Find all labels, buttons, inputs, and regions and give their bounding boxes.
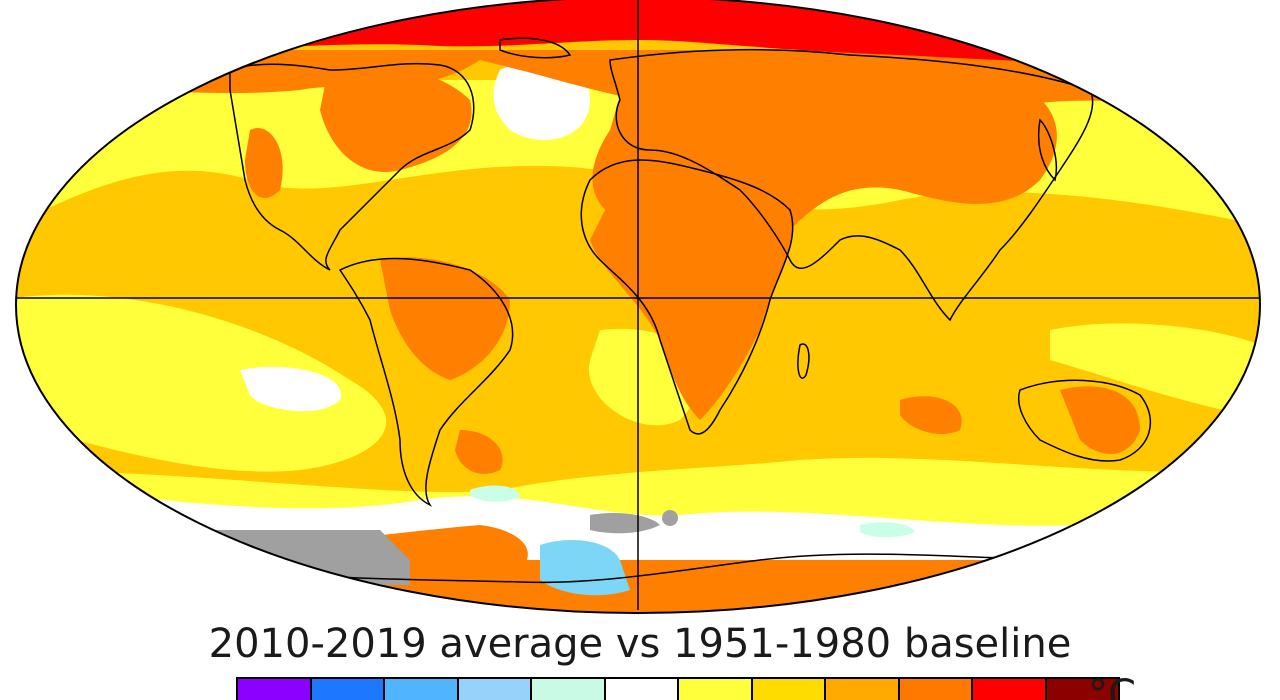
japan-coastline xyxy=(1037,118,1058,182)
map-title: 2010-2019 average vs 1951-1980 baseline xyxy=(208,621,1072,667)
south-atlantic-warm xyxy=(455,430,503,474)
southern-strong-warming xyxy=(16,580,360,613)
africa-warm xyxy=(590,181,793,420)
drake-passage-slight-cool xyxy=(470,485,520,502)
color-scale-legend xyxy=(236,677,1120,700)
legend-bin xyxy=(752,677,826,700)
australia-warm xyxy=(1060,386,1140,454)
missing-data-region-south xyxy=(590,513,660,534)
indian-ocean-warm xyxy=(900,396,962,435)
south-america-warm xyxy=(380,257,510,380)
legend-bin xyxy=(679,677,753,700)
temperature-anomaly-map xyxy=(15,0,1261,614)
legend-bin xyxy=(605,677,679,700)
southern-slight-cool xyxy=(860,522,915,538)
pacific-neutral-patch xyxy=(240,366,342,412)
legend-bin xyxy=(899,677,973,700)
missing-data-spot xyxy=(662,510,678,526)
south-america-coastline xyxy=(338,257,514,507)
legend-bin xyxy=(385,677,459,700)
north-america-coastline xyxy=(229,62,475,271)
australia-coastline xyxy=(1018,379,1151,462)
legend-bin xyxy=(826,677,900,700)
greenland-coastline xyxy=(499,37,572,59)
eurasia-coastline xyxy=(609,48,1094,322)
legend-bin xyxy=(973,677,1047,700)
unit-label: °C xyxy=(1088,672,1136,700)
legend-bin xyxy=(311,677,385,700)
north-america-warm xyxy=(320,60,472,172)
missing-data-region-west xyxy=(190,530,410,585)
antarctica-warm-base xyxy=(16,560,1260,613)
pacific-yellow-patch xyxy=(16,294,386,472)
legend-bin xyxy=(238,677,312,700)
globe-outline xyxy=(15,0,1261,614)
legend-bin xyxy=(532,677,606,700)
legend-bin xyxy=(458,677,532,700)
madagascar-coastline xyxy=(797,343,810,379)
western-us-warm xyxy=(245,128,283,199)
legend-bin xyxy=(1046,677,1120,700)
west-pacific-yellow-patch xyxy=(1050,323,1260,420)
map-canvas xyxy=(15,0,1261,614)
southeast-strong-warming xyxy=(1050,572,1260,613)
